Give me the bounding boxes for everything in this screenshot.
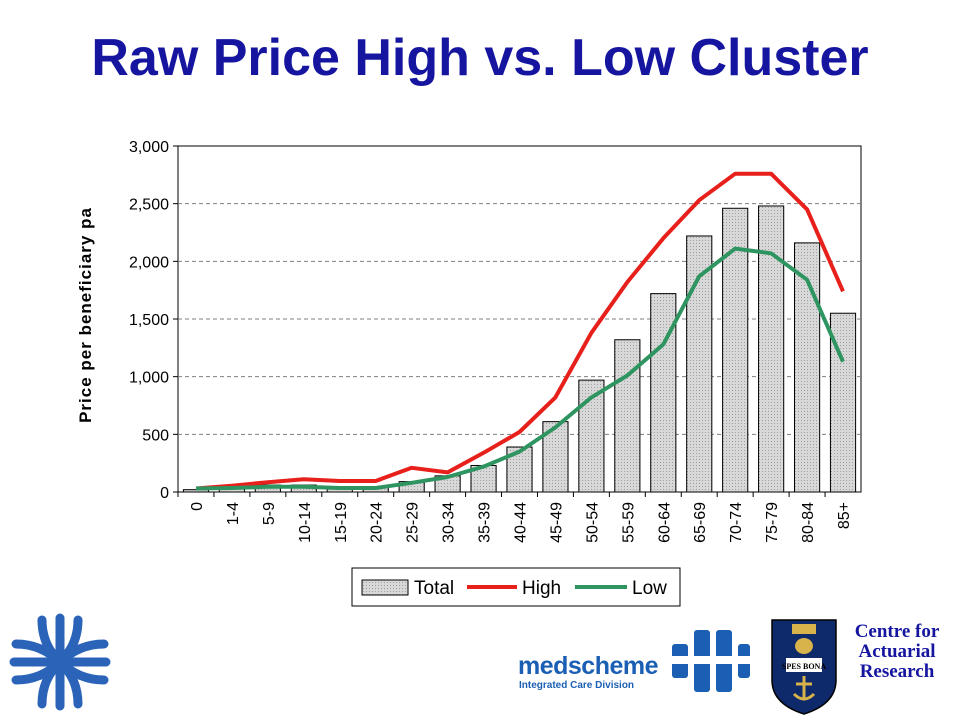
y-tick-label: 3,000 (129, 139, 169, 156)
x-tick-label: 5-9 (261, 502, 278, 525)
medscheme-tagline: Integrated Care Division (519, 680, 635, 691)
x-tick-label: 85+ (836, 502, 853, 529)
x-tick-label: 70-74 (728, 502, 745, 543)
x-tick-label: 55-59 (620, 502, 637, 543)
y-tick-label: 500 (142, 427, 169, 444)
y-tick-label: 2,000 (129, 254, 169, 271)
legend-swatch-total (361, 579, 409, 596)
x-tick-label: 35-39 (477, 502, 494, 543)
line-low (195, 246, 845, 491)
bar-total-55-59 (614, 339, 641, 493)
health-cross-logo-icon (9, 613, 111, 711)
legend-label-low: Low (632, 578, 667, 599)
legend-label-total: Total (414, 578, 454, 599)
x-tick-label: 15-19 (333, 502, 350, 543)
centre-line-1: Centre for (854, 621, 940, 642)
x-tick-label: 0 (189, 502, 206, 511)
bar-total-0 (182, 489, 210, 493)
medscheme-name: medscheme (518, 652, 659, 680)
x-tick-label: 75-79 (764, 502, 781, 543)
x-tick-label: 45-49 (548, 502, 565, 543)
chart-legend: Total High Low (351, 567, 681, 607)
centre-line-2: Actuarial (858, 641, 936, 662)
y-axis-label: Price per beneficiary pa (76, 207, 95, 423)
centre-line-3: Research (859, 661, 935, 682)
x-tick-label: 40-44 (513, 502, 530, 543)
x-tick-label: 30-34 (441, 502, 458, 543)
university-crest-icon: SPES BONA (771, 619, 837, 715)
bar-total-70-74 (722, 207, 749, 493)
y-tick-label: 0 (160, 485, 169, 502)
series-lines (195, 171, 845, 491)
x-tick-label: 80-84 (800, 502, 817, 543)
y-tick-labels: 0 500 1,000 1,500 2,000 2,500 3,000 (129, 139, 178, 502)
x-tick-label: 65-69 (692, 502, 709, 543)
x-tick-label: 1-4 (225, 502, 242, 525)
bar-total-45-49 (542, 421, 569, 493)
y-tick-label: 1,500 (129, 312, 169, 329)
x-tick-label: 60-64 (656, 502, 673, 543)
x-tick-labels: 0 1-4 5-9 10-14 15-19 20-24 25-29 30-34 35-39 40-… (177, 492, 853, 543)
slide-title: Raw Price High vs. Low Cluster (91, 29, 869, 87)
x-tick-label: 50-54 (584, 502, 601, 543)
y-tick-label: 2,500 (129, 197, 169, 214)
line-high (195, 171, 845, 491)
x-tick-label: 10-14 (297, 502, 314, 543)
legend-label-high: High (522, 578, 561, 599)
centre-for-actuarial-research-text: Centre for Actuarial Research (838, 622, 956, 682)
x-tick-label: 25-29 (405, 502, 422, 543)
bar-total-75-79 (758, 205, 785, 493)
y-tick-label: 1,000 (129, 370, 169, 387)
crest-motto: SPES BONA (782, 662, 826, 671)
x-tick-label: 20-24 (369, 502, 386, 543)
bar-total-60-64 (650, 293, 677, 493)
medscheme-symbol-icon (672, 630, 750, 692)
